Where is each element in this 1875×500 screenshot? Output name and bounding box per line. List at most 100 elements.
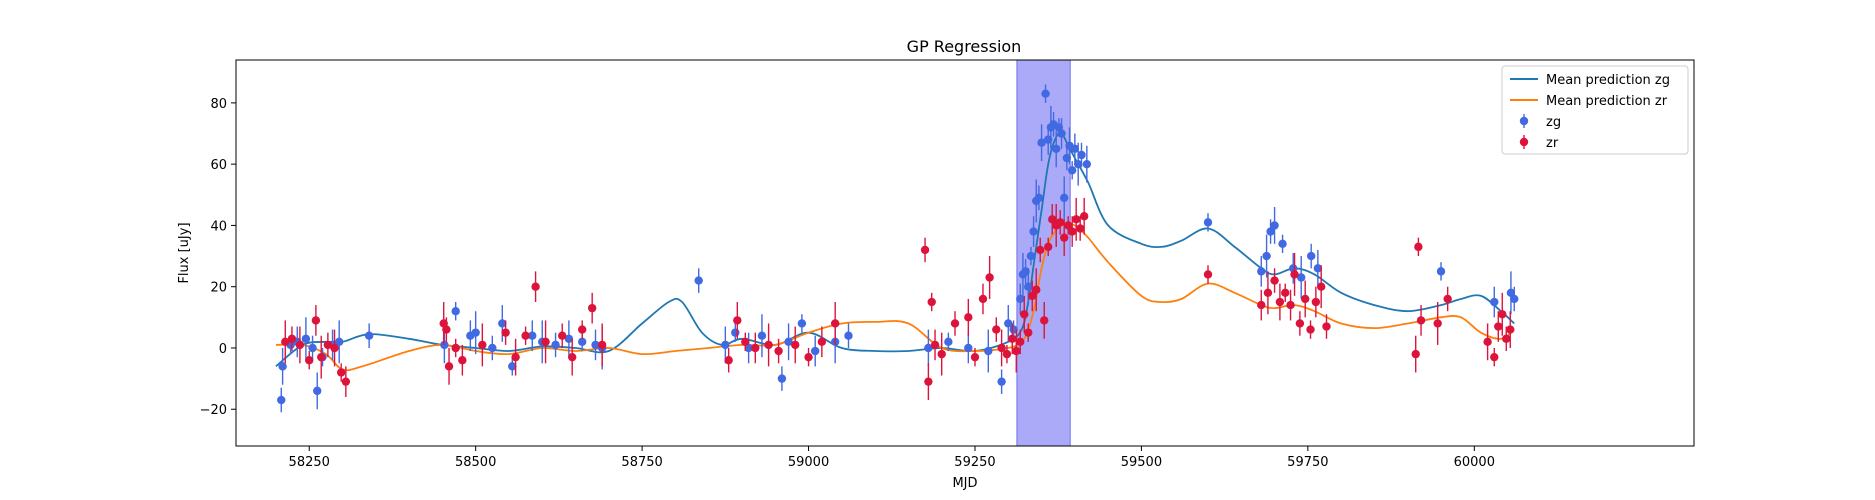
- data-point-zr: [1044, 237, 1053, 257]
- data-point-zg: [1070, 133, 1080, 165]
- data-point-zg: [1037, 124, 1046, 162]
- data-point-zr: [1483, 323, 1492, 361]
- data-point-zr: [1498, 292, 1507, 336]
- data-point-zr: [791, 326, 800, 364]
- data-point-zr: [444, 347, 454, 385]
- data-point-zr: [577, 320, 587, 339]
- data-point-zr: [985, 256, 994, 299]
- data-point-zr: [323, 332, 333, 358]
- data-point-zg: [1029, 216, 1038, 247]
- data-point-zr: [1056, 210, 1065, 235]
- y-tick-label: 0: [219, 342, 227, 357]
- data-point-zg: [1024, 268, 1033, 306]
- data-point-zg: [1073, 142, 1083, 186]
- data-point-zg: [984, 329, 993, 373]
- data-point-zg: [1067, 161, 1077, 180]
- data-point-zg: [1052, 130, 1061, 168]
- data-point-zr: [1008, 323, 1017, 355]
- data-point-zr: [1316, 265, 1326, 309]
- data-point-zr: [733, 302, 742, 339]
- data-point-zg: [334, 320, 344, 364]
- x-axis-label: MJD: [952, 476, 977, 491]
- data-point-zg: [1266, 219, 1275, 244]
- y-tick-label: 40: [210, 219, 227, 234]
- data-point-zr: [1306, 320, 1315, 339]
- data-point-zg: [1436, 262, 1446, 281]
- data-point-zr: [920, 237, 930, 263]
- data-point-zg: [308, 335, 317, 361]
- legend: Mean prediction zg Mean prediction zr zg zr: [1501, 65, 1689, 155]
- line-mean-prediction-zg: [275, 132, 1515, 368]
- data-point-zg: [488, 335, 497, 361]
- data-point-zr: [330, 329, 339, 367]
- data-point-zg: [1297, 256, 1306, 299]
- data-point-zr: [992, 317, 1001, 342]
- legend-item: zr: [1519, 135, 1559, 151]
- data-point-zg: [1041, 84, 1050, 103]
- data-point-zr: [541, 320, 550, 364]
- x-tick-label: 59250: [954, 455, 995, 470]
- data-point-zr: [1263, 271, 1273, 315]
- data-point-zr: [281, 320, 290, 364]
- x-tick-label: 58250: [289, 455, 330, 470]
- data-point-zr: [1002, 344, 1012, 364]
- y-axis-label: Flux [uJy]: [177, 222, 192, 283]
- data-point-zg: [1059, 176, 1069, 220]
- data-point-zr: [741, 332, 750, 352]
- x-tick-label: 58500: [455, 455, 496, 470]
- data-point-zr: [927, 292, 936, 312]
- data-point-zr: [1032, 268, 1041, 312]
- x-tick-label: 59000: [788, 455, 829, 470]
- data-point-zr: [501, 320, 510, 345]
- data-point-zr: [1414, 237, 1423, 257]
- data-point-zr: [724, 347, 733, 373]
- data-point-zr: [1322, 314, 1331, 339]
- line-mean-prediction-zr: [275, 223, 1515, 372]
- plot-frame: [235, 59, 1695, 447]
- data-point-zg: [1004, 305, 1013, 342]
- data-point-zr: [978, 283, 988, 315]
- data-point-zr: [804, 347, 813, 367]
- data-point-zg: [694, 268, 703, 293]
- data-point-zr: [478, 323, 487, 367]
- x-tick-label: 60000: [1454, 455, 1495, 470]
- data-point-zg: [1057, 118, 1066, 149]
- data-point-zg: [1077, 142, 1086, 168]
- data-point-zg: [797, 314, 807, 333]
- data-point-zr: [521, 326, 530, 345]
- data-point-zr: [1411, 335, 1420, 373]
- data-point-zg: [1313, 249, 1323, 287]
- legend-label: zg: [1546, 115, 1561, 130]
- data-point-zg: [784, 323, 793, 361]
- data-point-zr: [568, 338, 577, 376]
- data-point-zr: [1443, 286, 1452, 312]
- data-point-zr: [587, 292, 597, 324]
- data-point-zr: [997, 329, 1006, 367]
- data-point-zr: [1257, 289, 1266, 321]
- data-point-zg: [844, 323, 853, 348]
- axes-layer: 58250 58500 58750 59000 59250 59500 59750 60000…: [200, 97, 1495, 470]
- data-point-zr: [1075, 216, 1085, 241]
- data-point-zg: [1016, 283, 1025, 315]
- data-point-zr: [924, 363, 933, 401]
- x-tick-label: 58750: [621, 455, 662, 470]
- data-point-zr: [311, 305, 321, 336]
- data-point-zr: [1311, 286, 1321, 318]
- data-point-zr: [950, 311, 960, 336]
- data-point-zg: [1203, 213, 1213, 232]
- data-point-zg: [1262, 234, 1271, 278]
- data-point-zr: [305, 351, 314, 370]
- data-point-zr: [817, 326, 827, 358]
- legend-label: Mean prediction zg: [1546, 73, 1670, 88]
- data-point-zg: [964, 332, 973, 364]
- data-point-zg: [451, 302, 460, 321]
- highlight-span-layer: [1016, 59, 1071, 447]
- data-point-zg: [1490, 286, 1499, 318]
- legend-label: zr: [1546, 136, 1559, 151]
- data-point-zg: [1034, 185, 1044, 211]
- data-point-zr: [1036, 237, 1045, 263]
- data-point-zr: [458, 344, 467, 376]
- data-point-zr: [1079, 197, 1089, 235]
- data-point-zg: [508, 357, 517, 376]
